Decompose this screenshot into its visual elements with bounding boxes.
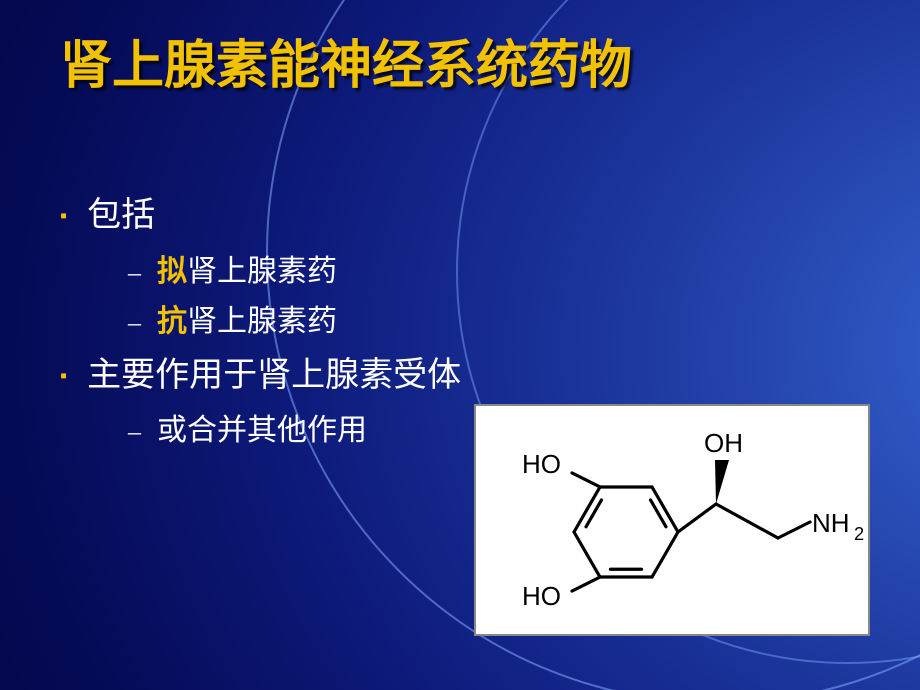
slide-title-text: 肾上腺素能神经系统药物 [60, 38, 632, 95]
bullet-text: 抗肾上腺素药 [157, 299, 337, 346]
bullet-dash: – [128, 303, 141, 343]
bullet-level2: –拟肾上腺素药 [128, 249, 461, 296]
bullet-text: 包括 [87, 190, 155, 243]
body-list: ▪包括–拟肾上腺素药–抗肾上腺素药▪主要作用于肾上腺素受体–或合并其他作用 [60, 190, 461, 459]
bullet-level2: –抗肾上腺素药 [128, 299, 461, 346]
svg-text:HO: HO [522, 581, 561, 611]
bullet-text: 或合并其他作用 [157, 408, 367, 455]
bullet-text: 拟肾上腺素药 [157, 249, 337, 296]
bullet-level2: –或合并其他作用 [128, 408, 461, 455]
bullet-level1: ▪ 包括 [60, 190, 461, 243]
svg-text:OH: OH [704, 428, 743, 458]
svg-text:NH: NH [812, 508, 850, 538]
svg-text:HO: HO [522, 449, 561, 479]
svg-text:2: 2 [854, 524, 864, 544]
bullet-dash: – [128, 412, 141, 452]
bullet-marker: ▪ [60, 201, 67, 232]
chemical-structure-box: HO HO OH NH2 [474, 404, 870, 636]
chemical-structure-svg: HO HO OH NH2 [476, 406, 868, 634]
slide-title: 肾上腺素能神经系统药物 [60, 38, 632, 95]
bullet-marker: ▪ [60, 361, 67, 392]
bullet-level1: ▪ 主要作用于肾上腺素受体 [60, 350, 461, 403]
slide: 肾上腺素能神经系统药物 ▪包括–拟肾上腺素药–抗肾上腺素药▪主要作用于肾上腺素受… [0, 0, 920, 690]
bullet-dash: – [128, 253, 141, 293]
bullet-text: 主要作用于肾上腺素受体 [87, 350, 461, 403]
